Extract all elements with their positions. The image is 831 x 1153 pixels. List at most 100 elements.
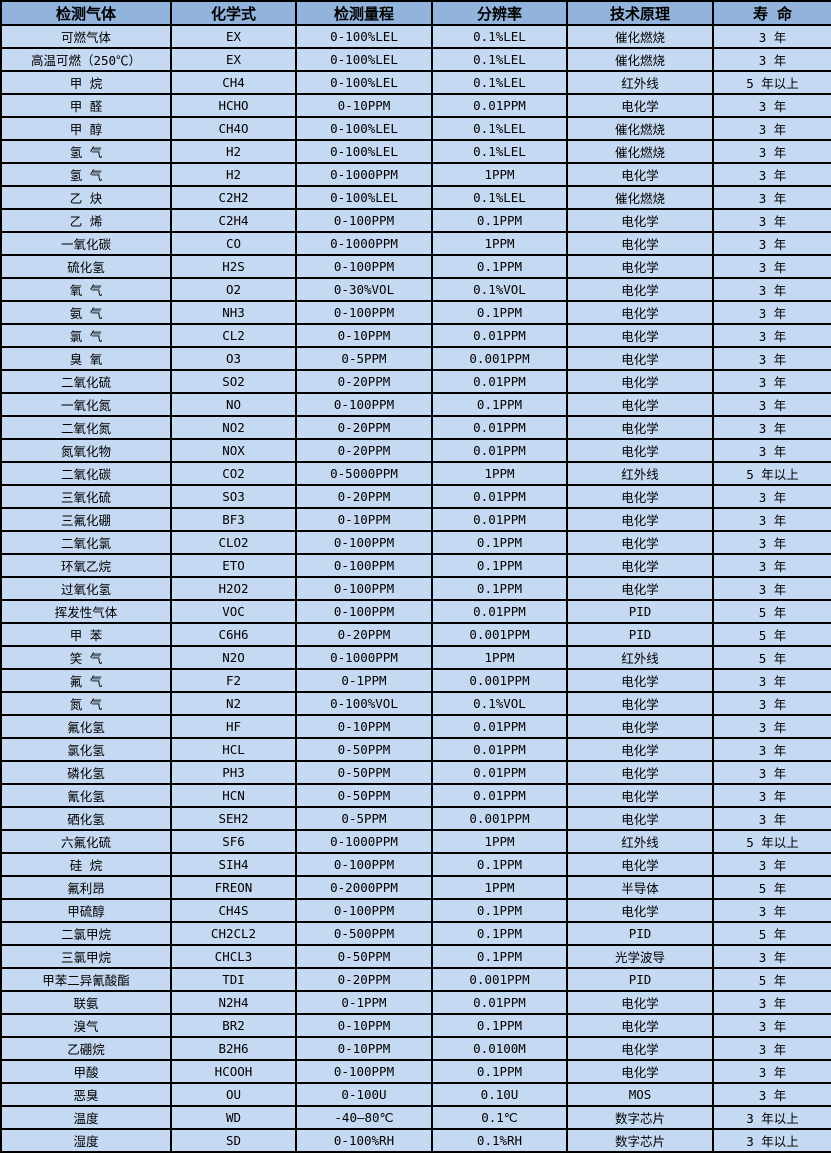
cell-principle: 电化学 bbox=[566, 760, 714, 785]
cell-lifespan: 3 年 bbox=[712, 553, 831, 578]
table-row: 三氧化硫 SO3 0-20PPM 0.01PPM 电化学 3 年 bbox=[0, 484, 831, 509]
table-row: 可燃气体 EX 0-100%LEL 0.1%LEL 催化燃烧 3 年 bbox=[0, 24, 831, 49]
cell-lifespan: 5 年 bbox=[712, 921, 831, 946]
cell-resolution: 0.1%VOL bbox=[431, 277, 568, 302]
cell-resolution: 0.01PPM bbox=[431, 990, 568, 1015]
cell-lifespan: 3 年 bbox=[712, 737, 831, 762]
cell-principle: 电化学 bbox=[566, 737, 714, 762]
cell-gas: 氢 气 bbox=[0, 139, 172, 164]
cell-gas: 氟化氢 bbox=[0, 714, 172, 739]
cell-gas: 湿度 bbox=[0, 1128, 172, 1153]
cell-range: 0-100PPM bbox=[295, 553, 433, 578]
cell-formula: C2H4 bbox=[170, 208, 297, 233]
cell-lifespan: 3 年 bbox=[712, 507, 831, 532]
cell-formula: BR2 bbox=[170, 1013, 297, 1038]
cell-resolution: 0.1%LEL bbox=[431, 185, 568, 210]
table-row: 硫化氢 H2S 0-100PPM 0.1PPM 电化学 3 年 bbox=[0, 254, 831, 279]
cell-range: 0-50PPM bbox=[295, 783, 433, 808]
cell-formula: CL2 bbox=[170, 323, 297, 348]
cell-gas: 一氧化碳 bbox=[0, 231, 172, 256]
cell-range: 0-50PPM bbox=[295, 944, 433, 969]
cell-principle: PID bbox=[566, 921, 714, 946]
cell-resolution: 1PPM bbox=[431, 231, 568, 256]
table-row: 甲苯二异氰酸酯 TDI 0-20PPM 0.001PPM PID 5 年 bbox=[0, 967, 831, 992]
cell-principle: PID bbox=[566, 967, 714, 992]
table-row: 氯化氢 HCL 0-50PPM 0.01PPM 电化学 3 年 bbox=[0, 737, 831, 762]
cell-range: 0-50PPM bbox=[295, 737, 433, 762]
cell-resolution: 0.01PPM bbox=[431, 438, 568, 463]
cell-formula: SF6 bbox=[170, 829, 297, 854]
table-row: 甲 醛 HCHO 0-10PPM 0.01PPM 电化学 3 年 bbox=[0, 93, 831, 118]
cell-formula: SD bbox=[170, 1128, 297, 1153]
cell-range: 0-20PPM bbox=[295, 415, 433, 440]
table-row: 挥发性气体 VOC 0-100PPM 0.01PPM PID 5 年 bbox=[0, 599, 831, 624]
cell-gas: 氟利昂 bbox=[0, 875, 172, 900]
cell-range: 0-1000PPM bbox=[295, 231, 433, 256]
cell-resolution: 1PPM bbox=[431, 162, 568, 187]
table-row: 恶臭 OU 0-100U 0.10U MOS 3 年 bbox=[0, 1082, 831, 1107]
cell-formula: SO3 bbox=[170, 484, 297, 509]
cell-resolution: 0.001PPM bbox=[431, 668, 568, 693]
cell-range: 0-100PPM bbox=[295, 530, 433, 555]
cell-resolution: 0.1PPM bbox=[431, 1013, 568, 1038]
cell-range: 0-1PPM bbox=[295, 668, 433, 693]
cell-formula: NO bbox=[170, 392, 297, 417]
cell-range: 0-20PPM bbox=[295, 369, 433, 394]
table-row: 氢 气 H2 0-1000PPM 1PPM 电化学 3 年 bbox=[0, 162, 831, 187]
cell-range: 0-1000PPM bbox=[295, 829, 433, 854]
cell-formula: CHCL3 bbox=[170, 944, 297, 969]
cell-range: 0-20PPM bbox=[295, 622, 433, 647]
cell-gas: 甲 苯 bbox=[0, 622, 172, 647]
cell-range: 0-1PPM bbox=[295, 990, 433, 1015]
cell-range: -40—80℃ bbox=[295, 1105, 433, 1130]
cell-lifespan: 5 年 bbox=[712, 645, 831, 670]
cell-resolution: 0.01PPM bbox=[431, 507, 568, 532]
cell-lifespan: 3 年 bbox=[712, 691, 831, 716]
cell-principle: 电化学 bbox=[566, 415, 714, 440]
cell-gas: 过氧化氢 bbox=[0, 576, 172, 601]
cell-lifespan: 3 年 bbox=[712, 806, 831, 831]
cell-gas: 联氨 bbox=[0, 990, 172, 1015]
cell-lifespan: 3 年 bbox=[712, 24, 831, 49]
cell-formula: VOC bbox=[170, 599, 297, 624]
table-row: 一氧化氮 NO 0-100PPM 0.1PPM 电化学 3 年 bbox=[0, 392, 831, 417]
cell-formula: CH4 bbox=[170, 70, 297, 95]
cell-gas: 二氧化碳 bbox=[0, 461, 172, 486]
cell-gas: 甲酸 bbox=[0, 1059, 172, 1084]
cell-lifespan: 3 年 bbox=[712, 1082, 831, 1107]
cell-resolution: 0.1PPM bbox=[431, 852, 568, 877]
cell-principle: 电化学 bbox=[566, 990, 714, 1015]
cell-formula: SIH4 bbox=[170, 852, 297, 877]
cell-gas: 氯化氢 bbox=[0, 737, 172, 762]
cell-formula: N2O bbox=[170, 645, 297, 670]
cell-gas: 氟 气 bbox=[0, 668, 172, 693]
table-row: 甲硫醇 CH4S 0-100PPM 0.1PPM 电化学 3 年 bbox=[0, 898, 831, 923]
table-row: 硒化氢 SEH2 0-5PPM 0.001PPM 电化学 3 年 bbox=[0, 806, 831, 831]
table-row: 二氧化氮 NO2 0-20PPM 0.01PPM 电化学 3 年 bbox=[0, 415, 831, 440]
cell-principle: 电化学 bbox=[566, 783, 714, 808]
cell-principle: 电化学 bbox=[566, 254, 714, 279]
cell-gas: 可燃气体 bbox=[0, 24, 172, 49]
cell-formula: H2 bbox=[170, 162, 297, 187]
cell-principle: 催化燃烧 bbox=[566, 47, 714, 72]
cell-lifespan: 3 年 bbox=[712, 47, 831, 72]
cell-principle: PID bbox=[566, 599, 714, 624]
cell-range: 0-100%LEL bbox=[295, 185, 433, 210]
cell-formula: CH4S bbox=[170, 898, 297, 923]
cell-formula: SEH2 bbox=[170, 806, 297, 831]
cell-lifespan: 3 年 bbox=[712, 369, 831, 394]
cell-gas: 臭 氧 bbox=[0, 346, 172, 371]
cell-gas: 二氯甲烷 bbox=[0, 921, 172, 946]
cell-resolution: 0.01PPM bbox=[431, 760, 568, 785]
cell-gas: 氧 气 bbox=[0, 277, 172, 302]
table-row: 氮 气 N2 0-100%VOL 0.1%VOL 电化学 3 年 bbox=[0, 691, 831, 716]
cell-gas: 恶臭 bbox=[0, 1082, 172, 1107]
cell-resolution: 0.1%RH bbox=[431, 1128, 568, 1153]
cell-principle: 电化学 bbox=[566, 231, 714, 256]
cell-range: 0-20PPM bbox=[295, 484, 433, 509]
cell-principle: 电化学 bbox=[566, 277, 714, 302]
cell-formula: HF bbox=[170, 714, 297, 739]
cell-lifespan: 3 年 bbox=[712, 990, 831, 1015]
cell-principle: 红外线 bbox=[566, 829, 714, 854]
table-row: 三氯甲烷 CHCL3 0-50PPM 0.1PPM 光学波导 3 年 bbox=[0, 944, 831, 969]
